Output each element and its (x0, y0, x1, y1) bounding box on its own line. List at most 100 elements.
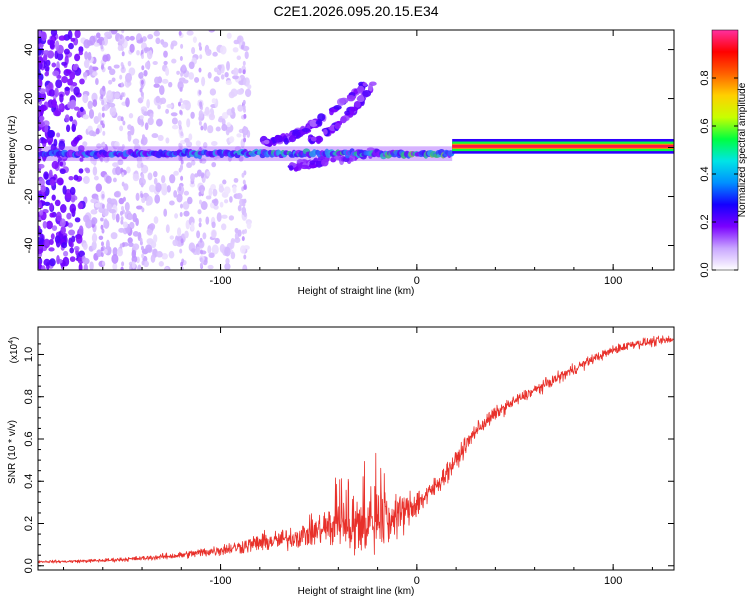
noise-streak (101, 241, 104, 247)
noise-speckle (83, 39, 91, 49)
noise-speckle (62, 185, 67, 195)
noise-speckle (233, 177, 239, 183)
noise-speckle (166, 185, 171, 193)
noise-speckle (182, 99, 190, 105)
noise-speckle (42, 220, 48, 229)
noise-speckle (43, 258, 51, 267)
noise-speckle (82, 257, 90, 265)
noise-speckle (112, 262, 118, 270)
noise-speckle (88, 108, 95, 119)
snr-frame (37, 326, 675, 571)
noise-speckle (153, 216, 159, 224)
upper-branch-2-mark (362, 89, 372, 98)
noise-speckle (94, 202, 101, 208)
noise-speckle (194, 76, 200, 83)
noise-speckle (87, 100, 93, 110)
noise-speckle (38, 142, 41, 148)
noise-speckle (157, 134, 164, 141)
noise-speckle (211, 161, 217, 168)
noise-speckle (69, 115, 74, 122)
noise-speckle (231, 107, 235, 114)
noise-speckle (52, 98, 57, 109)
noise-speckle (95, 78, 99, 85)
spectrogram-ytick-label: -40 (23, 238, 35, 254)
noise-streak (198, 90, 202, 95)
noise-speckle (100, 217, 104, 222)
noise-streak (180, 203, 183, 209)
upper-branch-1-mark (301, 128, 311, 133)
noise-speckle (39, 209, 44, 216)
noise-speckle (165, 137, 170, 144)
noise-streak (100, 64, 104, 70)
colorbar-frame (711, 29, 739, 271)
colorbar-tick-label: 0.4 (699, 166, 711, 181)
noise-speckle (221, 214, 228, 219)
noise-speckle (45, 59, 51, 67)
noise-speckle (229, 196, 233, 203)
noise-speckle (132, 138, 140, 145)
noise-speckle (186, 162, 193, 169)
noise-speckle (38, 163, 45, 169)
noise-speckle (207, 72, 212, 79)
noise-speckle (132, 243, 140, 251)
noise-speckle (205, 49, 212, 57)
noise-speckle (43, 238, 51, 249)
noise-streak (180, 131, 184, 137)
noise-speckle (114, 92, 120, 99)
noise-streak (179, 109, 183, 115)
noise-speckle (155, 182, 162, 193)
noise-streak (141, 109, 145, 115)
noise-streak (102, 260, 105, 266)
noise-streak (244, 228, 247, 234)
noise-streak (101, 193, 105, 199)
noise-speckle (44, 201, 51, 207)
noise-streak (141, 245, 144, 251)
noise-speckle (137, 264, 142, 270)
noise-speckle (114, 141, 120, 149)
noise-speckle (144, 122, 149, 131)
noise-speckle (49, 202, 54, 211)
noise-speckle (208, 30, 215, 33)
noise-speckle (183, 190, 190, 196)
noise-speckle (232, 75, 239, 80)
noise-speckle (159, 85, 165, 96)
noise-speckle (124, 72, 133, 83)
noise-speckle (146, 98, 150, 109)
spectrogram-axes: -100 0 100 -40 -20 0 20 40 (23, 30, 674, 287)
colorbar: 0.0 0.2 0.4 0.6 0.8 Normalized spectral ampl… (699, 29, 748, 278)
noise-speckle (237, 229, 242, 237)
noise-streak (180, 261, 184, 267)
colorbar-tick-label: 0.8 (699, 70, 711, 85)
noise-speckle (91, 240, 97, 251)
noise-speckle (174, 213, 179, 219)
noise-speckle (195, 246, 201, 256)
noise-speckle (50, 30, 58, 37)
noise-speckle (60, 226, 66, 235)
spectrogram-ytick-label: 40 (23, 43, 35, 55)
noise-speckle (48, 89, 56, 97)
noise-speckle (38, 78, 43, 89)
noise-speckle (96, 32, 101, 39)
noise-streak (139, 87, 143, 93)
noise-speckle (155, 95, 161, 104)
noise-speckle (173, 190, 178, 198)
noise-streak (199, 54, 203, 60)
noise-speckle (95, 128, 100, 135)
noise-speckle (112, 177, 117, 183)
noise-speckle (38, 196, 41, 204)
noise-speckle (59, 93, 64, 103)
noise-streak (120, 167, 124, 173)
noise-streak (140, 37, 144, 43)
noise-streak (141, 173, 145, 179)
noise-speckle (55, 211, 62, 222)
spectrogram-xlabel: Height of straight line (km) (298, 286, 415, 297)
noise-speckle (230, 88, 238, 97)
noise-speckle (112, 162, 119, 168)
noise-speckle (59, 168, 66, 174)
noise-streak (119, 74, 123, 80)
noise-speckle (72, 64, 78, 71)
noise-speckle (188, 133, 193, 141)
noise-speckle (38, 146, 42, 152)
noise-speckle (38, 120, 45, 128)
noise-speckle (153, 83, 160, 88)
